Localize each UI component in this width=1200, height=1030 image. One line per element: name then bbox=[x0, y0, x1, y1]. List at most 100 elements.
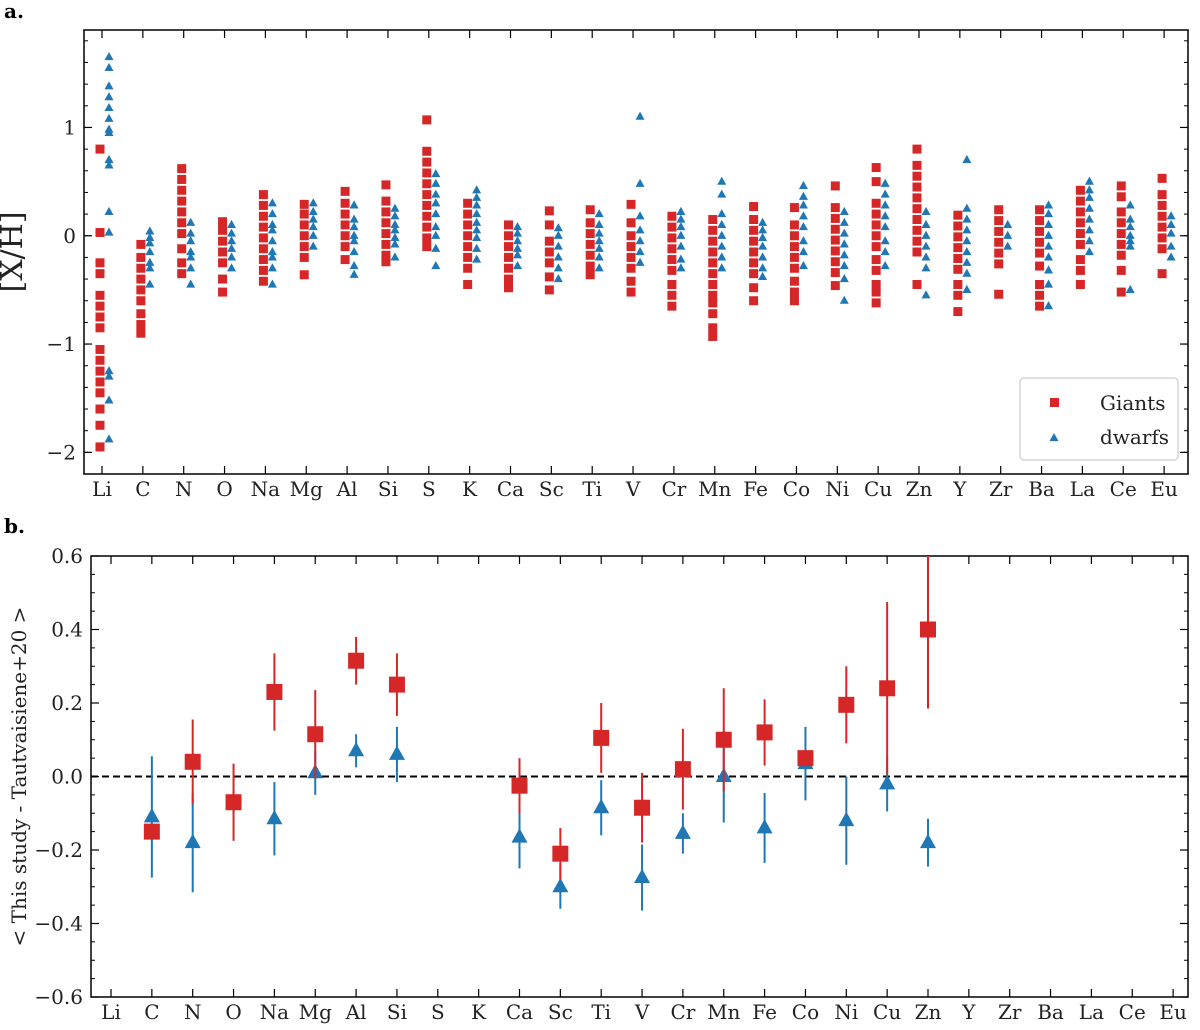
giant-point bbox=[789, 242, 799, 252]
giant-point bbox=[136, 252, 146, 262]
dwarf-point bbox=[758, 232, 768, 241]
giant-point bbox=[585, 218, 595, 228]
x-tick-label: Cr bbox=[661, 477, 686, 501]
giant-point bbox=[708, 215, 718, 225]
dwarf-point bbox=[798, 191, 808, 200]
giant-point bbox=[953, 253, 963, 263]
giant-point bbox=[667, 233, 677, 243]
giant-point bbox=[422, 200, 432, 210]
dwarf-point bbox=[676, 206, 686, 216]
dwarf-point bbox=[1125, 200, 1135, 209]
giant-point bbox=[511, 777, 528, 794]
giant-point bbox=[266, 683, 283, 700]
x-tick-label: Zn bbox=[915, 1000, 942, 1024]
dwarf-point bbox=[758, 241, 768, 250]
giant-point bbox=[994, 205, 1004, 215]
dwarf-point bbox=[390, 252, 400, 261]
giant-point bbox=[463, 209, 473, 219]
giant-point bbox=[871, 177, 881, 187]
giant-point bbox=[299, 270, 309, 280]
giant-point bbox=[544, 247, 554, 257]
giant-point bbox=[994, 248, 1004, 258]
dwarf-point bbox=[1084, 236, 1094, 245]
dwarf-point bbox=[594, 236, 604, 245]
x-tick-label: Ti bbox=[591, 1000, 611, 1024]
dwarf-point bbox=[186, 252, 196, 261]
x-tick-label: Cu bbox=[873, 1000, 901, 1024]
x-tick-label: S bbox=[422, 477, 436, 501]
giant-point bbox=[708, 323, 718, 333]
giant-point bbox=[1116, 229, 1126, 239]
dwarf-point bbox=[635, 178, 645, 187]
giant-point bbox=[667, 211, 677, 221]
dwarf-point bbox=[184, 833, 201, 849]
giant-point bbox=[381, 257, 391, 267]
dwarf-point bbox=[798, 261, 808, 270]
dwarf-point bbox=[921, 252, 931, 261]
giant-point bbox=[136, 320, 146, 330]
x-tick-label: Ba bbox=[1037, 1000, 1064, 1024]
giant-point bbox=[177, 229, 187, 239]
dwarf-point bbox=[104, 395, 114, 404]
giant-point bbox=[95, 258, 105, 268]
x-tick-label: Fe bbox=[743, 477, 768, 501]
dwarf-point bbox=[186, 263, 196, 272]
dwarf-point bbox=[104, 127, 114, 136]
dwarf-point bbox=[921, 241, 931, 250]
x-tick-label: Al bbox=[336, 477, 358, 501]
giant-point bbox=[1157, 244, 1167, 254]
dwarf-point bbox=[349, 214, 359, 223]
giant-point bbox=[340, 231, 350, 241]
x-tick-label: Ce bbox=[1110, 477, 1137, 501]
dwarf-point bbox=[879, 774, 896, 790]
dwarf-point bbox=[758, 263, 768, 272]
dwarf-point bbox=[1084, 176, 1094, 185]
giant-point bbox=[797, 750, 814, 767]
panel-a: a. −2 −1 0 1 Li C N O Na Mg Al Si S K Ca Sc Ti V Cr Mn Fe Co Ni… bbox=[0, 0, 1189, 501]
giant-point bbox=[871, 265, 881, 275]
giant-point bbox=[177, 244, 187, 254]
dwarf-point bbox=[431, 243, 441, 252]
legend-giants-label: Giants bbox=[1100, 391, 1165, 415]
x-tick-label: N bbox=[184, 1000, 202, 1024]
giant-point bbox=[626, 231, 636, 241]
giant-point bbox=[1035, 237, 1045, 247]
giant-point bbox=[177, 174, 187, 184]
giant-point bbox=[225, 794, 242, 811]
x-tick-label: Cu bbox=[864, 477, 892, 501]
giant-point bbox=[1075, 239, 1085, 249]
dwarf-point bbox=[717, 219, 727, 229]
giant-point bbox=[994, 289, 1004, 299]
dwarf-point bbox=[472, 254, 482, 263]
dwarf-point bbox=[472, 209, 482, 218]
giant-point bbox=[789, 276, 799, 286]
x-tick-label: Zn bbox=[906, 477, 933, 501]
giant-point bbox=[177, 164, 187, 174]
dwarf-point bbox=[431, 178, 441, 187]
giant-point bbox=[1035, 248, 1045, 258]
dwarf-point bbox=[839, 274, 849, 283]
dwarf-point bbox=[839, 250, 849, 259]
x-tick-label: Ti bbox=[582, 477, 602, 501]
dwarf-point bbox=[674, 824, 691, 839]
giant-point bbox=[544, 285, 554, 295]
giant-point bbox=[871, 231, 881, 241]
y-tick-label: 0.2 bbox=[51, 691, 83, 715]
giant-point bbox=[626, 242, 636, 252]
dwarf-point bbox=[227, 228, 237, 237]
dwarf-point bbox=[839, 261, 849, 270]
dwarf-point bbox=[145, 238, 155, 247]
giant-point bbox=[1035, 216, 1045, 226]
x-tick-label: Cr bbox=[670, 1000, 695, 1024]
giant-point bbox=[789, 263, 799, 273]
dwarf-point bbox=[1084, 225, 1094, 234]
giant-point bbox=[422, 146, 432, 156]
giant-point bbox=[912, 144, 922, 154]
giant-point bbox=[920, 621, 936, 638]
y-tick-label: 0 bbox=[63, 224, 76, 248]
y-tick-label: 0.4 bbox=[51, 618, 83, 642]
giant-point bbox=[299, 209, 309, 219]
giant-point bbox=[218, 247, 228, 257]
giant-point bbox=[871, 198, 881, 208]
giant-point bbox=[912, 225, 922, 235]
